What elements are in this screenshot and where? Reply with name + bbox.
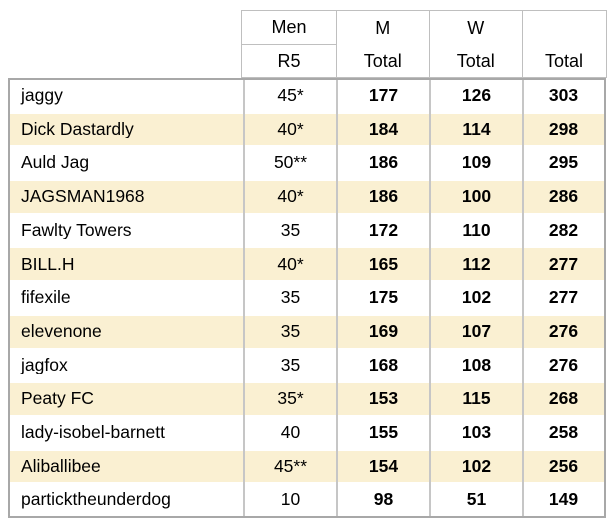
m-total-cell: 168 [368,356,399,375]
m-total-cell: 172 [368,221,399,240]
total-cell: 282 [548,221,579,240]
header-total-label: Total [544,50,584,71]
header-w-total-label: Total [456,50,495,71]
header-m-total-label: Total [363,50,402,71]
player-name-cell: lady-isobel-barnett [21,424,165,442]
table-row: jaggy 45* 177 126 303 [10,80,604,112]
men-r5-cell: 45** [273,457,308,476]
men-r5-cell: 35 [280,289,301,307]
w-total-cell: 114 [462,120,491,139]
total-cell: 277 [548,255,579,274]
men-r5-cell: 40* [277,188,304,206]
table-row: Dick Dastardly 40* 184 114 298 [10,113,604,146]
table-row: particktheunderdog 10 98 51 149 [10,484,604,516]
table-row: jagfox 35 168 108 276 [10,349,604,382]
w-total-cell: 126 [461,87,492,105]
m-total-cell: 154 [368,457,399,476]
m-total-cell: 155 [368,424,399,442]
m-total-cell: 186 [368,154,399,172]
table-row: Auld Jag 50** 186 109 295 [10,147,604,180]
player-name-cell: jaggy [21,87,63,105]
table-row: Aliballibee 45** 154 102 256 [10,450,604,483]
total-cell: 295 [548,154,579,172]
player-name-cell: Fawlty Towers [21,221,132,240]
table-body: jaggy 45* 177 126 303 Dick Dastardly 40*… [8,78,606,518]
player-name-cell: Dick Dastardly [21,120,134,139]
men-r5-cell: 10 [280,491,301,509]
w-total-cell: 102 [461,289,492,307]
w-total-cell: 51 [466,491,487,509]
men-r5-cell: 35 [280,356,301,375]
m-total-cell: 165 [368,255,399,274]
table-rows: jaggy 45* 177 126 303 Dick Dastardly 40*… [10,80,604,516]
w-total-cell: 112 [462,255,491,274]
table-row: Fawlty Towers 35 172 110 282 [10,214,604,247]
m-total-cell: 184 [368,120,399,139]
table-row: elevenone 35 169 107 276 [10,315,604,348]
w-total-cell: 115 [462,390,491,408]
w-total-cell: 103 [461,424,492,442]
total-cell: 256 [548,457,579,476]
m-total-cell: 98 [373,491,394,509]
w-total-cell: 102 [461,457,492,476]
total-cell: 258 [548,424,579,442]
header-total: Total [521,10,607,78]
w-total-cell: 109 [461,154,492,172]
total-cell: 286 [548,188,579,206]
player-name-cell: JAGSMAN1968 [21,188,145,206]
total-cell: 277 [548,289,579,307]
men-r5-cell: 40* [277,120,304,139]
header-men-r5: Men R5 [241,10,337,78]
total-cell: 298 [548,120,579,139]
total-cell: 268 [548,390,579,408]
m-total-cell: 153 [368,390,399,408]
player-name-cell: Aliballibee [21,457,101,476]
total-cell: 303 [548,87,579,105]
player-name-cell: elevenone [21,322,102,341]
header-total-blank [523,11,606,44]
table-row: lady-isobel-barnett 40 155 103 258 [10,416,604,449]
men-r5-cell: 50** [273,154,308,172]
player-name-cell: BILL.H [21,255,75,274]
total-cell: 276 [548,356,579,375]
player-name-cell: fifexile [21,289,71,307]
table-row: fifexile 35 175 102 277 [10,282,604,314]
table-row: BILL.H 40* 165 112 277 [10,248,604,281]
men-r5-cell: 35 [280,322,301,341]
m-total-cell: 169 [368,322,399,341]
w-total-cell: 108 [461,356,492,375]
header-r5-label: R5 [277,50,301,71]
m-total-cell: 186 [368,188,399,206]
w-total-cell: 107 [461,322,492,341]
player-name-cell: jagfox [21,356,68,375]
w-total-cell: 100 [461,188,492,206]
men-r5-cell: 45* [277,87,304,105]
w-total-cell: 110 [462,221,491,240]
player-name-cell: Peaty FC [21,390,94,408]
men-r5-cell: 40* [277,255,304,274]
header-w-label: W [467,17,485,38]
player-name-cell: particktheunderdog [21,491,171,509]
table-row: JAGSMAN1968 40* 186 100 286 [10,181,604,213]
header-w-total: W Total [428,10,523,78]
total-cell: 149 [548,491,579,509]
men-r5-cell: 35 [280,221,301,240]
total-cell: 276 [548,322,579,341]
m-total-cell: 177 [368,87,399,105]
table-row: Peaty FC 35* 153 115 268 [10,383,604,415]
player-name-cell: Auld Jag [21,154,90,172]
header-m-label: M [375,17,391,38]
men-r5-cell: 35* [277,390,304,408]
header-m-total: M Total [335,10,430,78]
m-total-cell: 175 [368,289,399,307]
men-r5-cell: 40 [280,424,301,442]
header-men-label: Men [242,11,336,45]
